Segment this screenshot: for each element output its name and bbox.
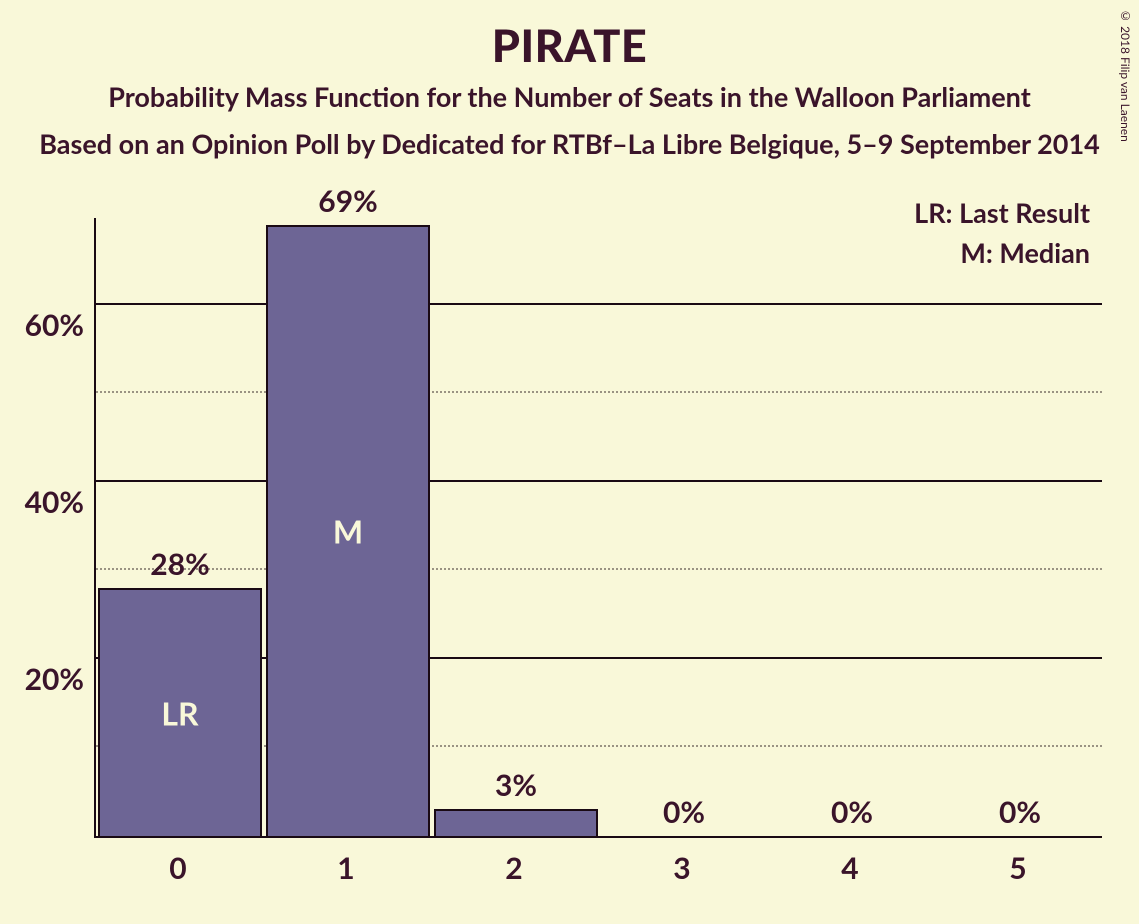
legend-m: M: Median [960, 236, 1090, 269]
bar-value-label: 3% [432, 767, 600, 803]
bar-value-label: 28% [96, 546, 264, 582]
bar: M [266, 225, 430, 836]
gridline-major [96, 480, 1102, 482]
bar-value-label: 0% [600, 794, 768, 830]
bar-value-label: 0% [936, 794, 1104, 830]
bar [434, 809, 598, 836]
x-tick-label: 1 [262, 850, 430, 886]
bar-value-label: 0% [768, 794, 936, 830]
x-tick-label: 4 [766, 850, 934, 886]
x-tick-label: 2 [430, 850, 598, 886]
bar-chart: LR28%M69%3%0%0%0% LR: Last Result M: Med… [94, 218, 1102, 838]
x-tick-label: 3 [598, 850, 766, 886]
x-tick-label: 5 [934, 850, 1102, 886]
plot-area: LR28%M69%3%0%0%0% [94, 218, 1102, 838]
copyright-text: © 2018 Filip van Laenen [1118, 8, 1133, 142]
x-tick-label: 0 [94, 850, 262, 886]
bar-inner-label: M [268, 512, 428, 551]
chart-subtitle-2: Based on an Opinion Poll by Dedicated fo… [0, 113, 1139, 160]
bar: LR [98, 588, 262, 836]
gridline-minor [96, 391, 1102, 393]
chart-title: PIRATE [0, 0, 1139, 72]
gridline-major [96, 303, 1102, 305]
legend-lr: LR: Last Result [914, 196, 1090, 229]
chart-subtitle: Probability Mass Function for the Number… [0, 72, 1139, 113]
bar-inner-label: LR [100, 694, 260, 733]
bar-value-label: 69% [264, 183, 432, 219]
